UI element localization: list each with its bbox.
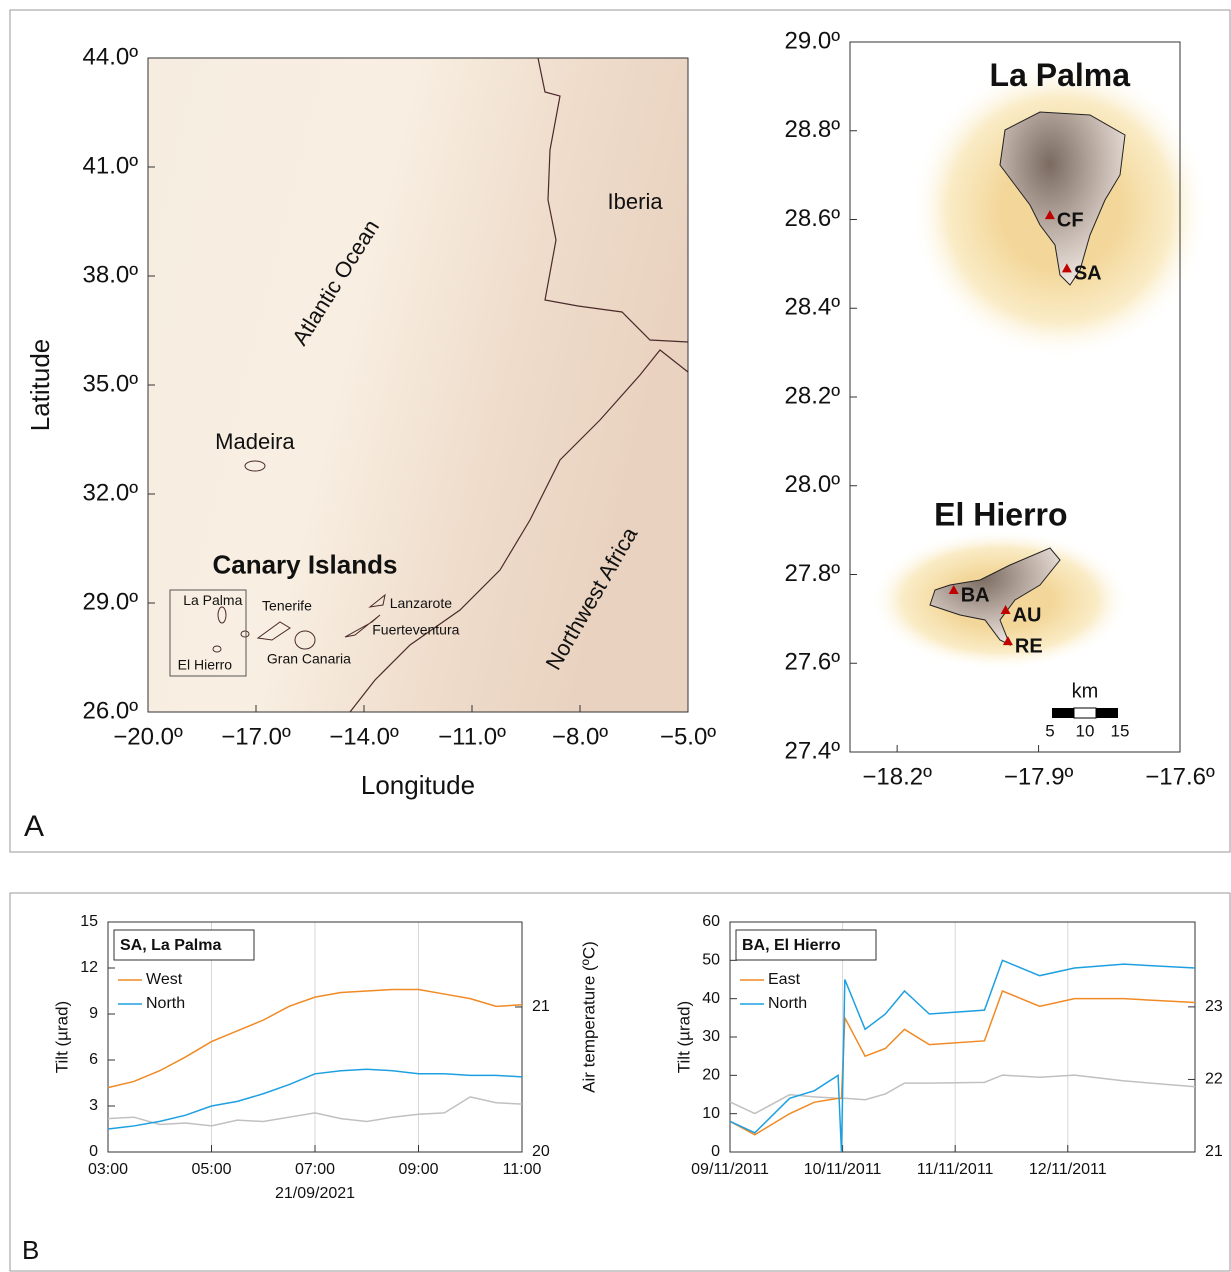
y-tick-label: 10 xyxy=(702,1105,720,1122)
region-label: La Palma xyxy=(990,57,1131,93)
x-axis-label: 21/09/2021 xyxy=(275,1185,355,1202)
figure: km 5 10 15 A B −20.0º −17.0º −14.0º −11.0º −… xyxy=(0,0,1231,1272)
y-tick-label: 28.8º xyxy=(785,116,841,143)
y2-axis-label: Air temperature (ºC) xyxy=(579,941,598,1093)
island-label: Lanzarote xyxy=(390,595,452,611)
legend-label: North xyxy=(146,995,185,1012)
x-tick-label: −18.2º xyxy=(862,764,932,791)
y-tick-label: 50 xyxy=(702,952,720,969)
y-tick-label: 20 xyxy=(702,1067,720,1084)
x-tick-label: 03:00 xyxy=(88,1161,128,1178)
y-tick-label: 27.6º xyxy=(785,649,841,676)
legend-title: BA, El Hierro xyxy=(742,937,841,954)
y-tick-label: 29.0º xyxy=(83,588,139,615)
region-label: Madeira xyxy=(215,429,295,454)
region-label: Iberia xyxy=(608,189,664,214)
station-label: BA xyxy=(961,584,990,606)
station-label: AU xyxy=(1013,604,1042,626)
x-tick-label: −8.0º xyxy=(552,724,608,751)
y-tick-label: 28.0º xyxy=(785,471,841,498)
scale-bar: km 5 10 15 xyxy=(1045,680,1129,740)
y-tick-label: 41.0º xyxy=(83,152,139,179)
y2-tick-label: 21 xyxy=(1205,1143,1223,1160)
station-label: SA xyxy=(1074,263,1102,285)
station-label: RE xyxy=(1015,635,1043,657)
panel-label: A xyxy=(24,810,44,843)
y-tick-label: 28.6º xyxy=(785,205,841,232)
y-tick-label: 27.4º xyxy=(785,737,841,764)
scale-segment xyxy=(1052,708,1074,718)
region-label: El Hierro xyxy=(934,496,1067,532)
x-tick-label: 11:00 xyxy=(503,1161,542,1178)
y-tick-label: 26.0º xyxy=(83,697,139,724)
x-tick-label: −5.0º xyxy=(660,724,716,751)
y-tick-label: 0 xyxy=(711,1143,720,1160)
y-tick-label: 6 xyxy=(89,1051,98,1068)
body: {"panel_labels": ["A", "B"], "chart_data… xyxy=(0,0,1231,1272)
series-line xyxy=(730,1075,1195,1113)
x-tick-label: 09:00 xyxy=(398,1161,438,1178)
x-tick-label: −20.0º xyxy=(113,724,183,751)
scale-segment xyxy=(1074,708,1096,718)
scale-segment xyxy=(1096,708,1118,718)
page: Tilt figure body { margin: 0; background… xyxy=(0,0,1231,1272)
scale-label: 15 xyxy=(1111,721,1130,740)
legend-label: West xyxy=(146,971,183,988)
y-tick-label: 40 xyxy=(702,990,720,1007)
x-tick-label: −14.0º xyxy=(329,724,399,751)
y-axis-label: Tilt (µrad) xyxy=(52,1001,71,1073)
island-label: La Palma xyxy=(183,592,242,608)
y2-tick-label: 23 xyxy=(1205,998,1223,1015)
x-tick-label: 12/11/2011 xyxy=(1029,1161,1107,1178)
y-tick-label: 30 xyxy=(702,1028,720,1045)
y2-tick-label: 20 xyxy=(532,1143,550,1160)
y-tick-label: 27.8º xyxy=(785,560,841,587)
x-tick-label: 07:00 xyxy=(295,1161,335,1178)
legend-title: SA, La Palma xyxy=(120,937,221,954)
y-tick-label: 29.0º xyxy=(785,27,841,54)
island-label: Tenerife xyxy=(262,597,312,613)
y-tick-label: 0 xyxy=(89,1143,98,1160)
y2-tick-label: 22 xyxy=(1205,1071,1223,1088)
island-label: El Hierro xyxy=(178,657,233,673)
legend-label: North xyxy=(768,995,807,1012)
y-tick-label: 15 xyxy=(80,913,98,930)
island-label: Gran Canaria xyxy=(267,651,351,667)
scale-label: 10 xyxy=(1076,721,1095,740)
x-tick-label: −11.0º xyxy=(438,724,506,751)
y-tick-label: 32.0º xyxy=(83,479,139,506)
series-line xyxy=(730,991,1195,1135)
x-tick-label: −17.6º xyxy=(1145,764,1215,791)
y-tick-label: 28.2º xyxy=(785,382,841,409)
island-label: Fuerteventura xyxy=(372,622,459,638)
x-tick-label: 11/11/2011 xyxy=(917,1161,994,1178)
group-label: Canary Islands xyxy=(212,550,397,580)
panel-label: B xyxy=(22,1235,39,1265)
y2-tick-label: 21 xyxy=(532,998,550,1015)
scale-label: 5 xyxy=(1045,721,1054,740)
y-axis-label: Latitude xyxy=(25,339,55,432)
y-tick-label: 28.4º xyxy=(785,294,841,321)
y-tick-label: 12 xyxy=(80,959,98,976)
x-tick-label: 10/11/2011 xyxy=(804,1161,882,1178)
series-line xyxy=(730,960,1195,1152)
x-tick-label: −17.9º xyxy=(1004,764,1074,791)
y-tick-label: 60 xyxy=(702,913,720,930)
x-tick-label: −17.0º xyxy=(221,724,291,751)
x-tick-label: 09/11/2011 xyxy=(691,1161,769,1178)
x-axis-label: Longitude xyxy=(361,770,475,800)
x-tick-label: 05:00 xyxy=(191,1161,231,1178)
map-background xyxy=(148,58,688,712)
y-tick-label: 3 xyxy=(89,1097,98,1114)
y-tick-label: 35.0º xyxy=(83,370,139,397)
legend-label: East xyxy=(768,971,801,988)
y-tick-label: 44.0º xyxy=(83,43,139,70)
scale-unit: km xyxy=(1072,680,1099,702)
y-tick-label: 9 xyxy=(89,1005,98,1022)
y-axis-label: Tilt (µrad) xyxy=(674,1001,693,1073)
y-tick-label: 38.0º xyxy=(83,261,139,288)
station-label: CF xyxy=(1057,209,1084,231)
